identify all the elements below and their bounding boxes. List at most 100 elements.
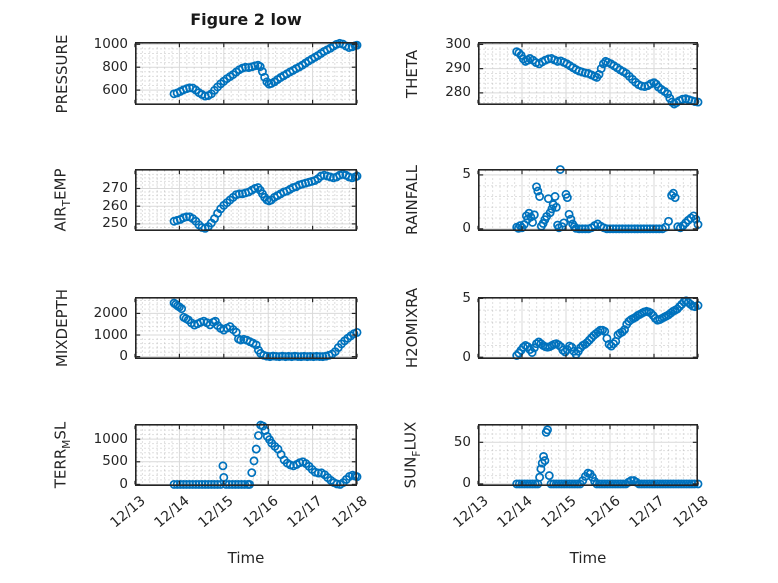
- data-point: [260, 72, 270, 82]
- data-point: [533, 186, 543, 196]
- data-point: [210, 316, 220, 326]
- data-point: [251, 340, 261, 350]
- plot-area: [134, 420, 362, 489]
- data-point: [605, 224, 615, 234]
- data-point: [620, 325, 629, 335]
- data-point: [532, 182, 541, 192]
- data-point: [551, 202, 561, 212]
- y-axis-label: TERRMSL: [51, 421, 73, 489]
- data-point: [582, 338, 592, 347]
- y-tick-label: 500: [102, 453, 128, 470]
- x-tick-label: 12/13: [107, 493, 149, 532]
- subplot-mixdepth: 0 1000 2000 MIXDEPTH: [53, 289, 362, 367]
- data-point: [268, 351, 278, 361]
- y-tick-label: 1000: [93, 326, 128, 343]
- data-point: [611, 224, 621, 234]
- y-tick-label: 5: [462, 289, 471, 306]
- data-point: [559, 218, 569, 228]
- data-point: [618, 479, 628, 489]
- y-tick-label: 5: [462, 166, 471, 183]
- data-point: [515, 221, 525, 231]
- plot-area: [477, 165, 703, 234]
- y-axis-label: AIRTEMP: [51, 168, 73, 232]
- data-point: [218, 461, 228, 471]
- data-point: [523, 55, 533, 65]
- x-tick-label: 12/17: [626, 493, 668, 532]
- x-tick-label: 12/15: [195, 493, 238, 532]
- data-point: [617, 224, 627, 234]
- data-point: [633, 224, 643, 234]
- data-point: [249, 456, 259, 466]
- data-point: [514, 48, 524, 58]
- data-point: [305, 351, 315, 361]
- y-tick-label: 50: [453, 433, 471, 450]
- subplot-terr-msl: 0 500 1000 TERRMSL 12/13 12/14 12/15 12/16 12/17…: [51, 420, 370, 531]
- x-tick-label: 12/14: [494, 493, 536, 532]
- data-point: [241, 62, 251, 72]
- data-point: [580, 224, 590, 234]
- y-tick-label: 0: [119, 348, 128, 365]
- data-point: [626, 476, 636, 486]
- data-point: [174, 302, 184, 312]
- x-tick-label: 12/18: [329, 493, 371, 532]
- y-tick-label: 600: [102, 81, 128, 98]
- x-tick-label: 12/15: [538, 493, 580, 532]
- y-tick-label: 0: [462, 220, 471, 237]
- data-point: [570, 479, 580, 489]
- data-point: [543, 425, 552, 435]
- data-point: [234, 189, 244, 199]
- subplot-h2omixra: 0 5 H2OMIXRA: [403, 288, 703, 368]
- x-tick-label: 12/13: [450, 493, 492, 532]
- data-point: [639, 224, 649, 234]
- data-point: [536, 464, 546, 474]
- plot-area: [134, 297, 362, 362]
- data-point: [302, 352, 312, 362]
- x-axis-label-left: Time: [227, 549, 265, 567]
- data-point: [672, 304, 682, 314]
- data-point: [251, 444, 261, 454]
- x-axis-label-right: Time: [569, 549, 607, 567]
- data-point: [535, 472, 545, 482]
- y-tick-label: 0: [462, 348, 471, 365]
- data-point: [290, 351, 300, 361]
- data-point: [691, 214, 701, 224]
- data-point: [258, 421, 268, 431]
- subplot-sun-flux: 0 50 SUNFLUX 12/13 12/14 12/15 12/16 12/17 12/18: [401, 422, 711, 532]
- data-point: [675, 302, 684, 312]
- y-tick-label: 280: [445, 84, 471, 101]
- data-point: [529, 210, 539, 220]
- data-point: [539, 452, 549, 461]
- y-tick-label: 1000: [93, 430, 128, 447]
- data-point: [512, 351, 522, 360]
- y-tick-label: 1000: [93, 35, 128, 52]
- data-point: [247, 468, 257, 478]
- y-axis-label: RAINFALL: [403, 165, 421, 235]
- y-tick-label: 800: [102, 58, 128, 75]
- y-tick-label: 290: [445, 60, 471, 77]
- data-point: [558, 345, 568, 355]
- data-point: [527, 348, 537, 357]
- data-point: [584, 335, 594, 345]
- data-point: [544, 471, 554, 481]
- plot-area: [134, 169, 362, 233]
- data-point: [281, 352, 290, 362]
- data-point: [648, 224, 658, 234]
- plot-area: [477, 424, 703, 489]
- y-tick-label: 250: [102, 215, 128, 232]
- data-point: [535, 192, 545, 201]
- data-point: [296, 352, 306, 362]
- data-point: [651, 224, 661, 234]
- data-point: [577, 224, 587, 234]
- y-tick-label: 270: [102, 179, 128, 196]
- plot-area: [477, 296, 703, 360]
- data-point: [560, 347, 570, 357]
- data-point: [299, 351, 309, 361]
- data-point: [614, 224, 624, 234]
- y-axis-label: MIXDEPTH: [53, 288, 71, 368]
- x-tick-label: 12/16: [582, 493, 624, 532]
- data-point: [684, 479, 694, 489]
- subplot-theta: 280 290 300 THETA: [403, 36, 703, 109]
- data-point: [177, 304, 187, 314]
- data-point: [663, 89, 673, 99]
- subplot-pressure: 600 800 1000 PRESSURE: [53, 34, 362, 113]
